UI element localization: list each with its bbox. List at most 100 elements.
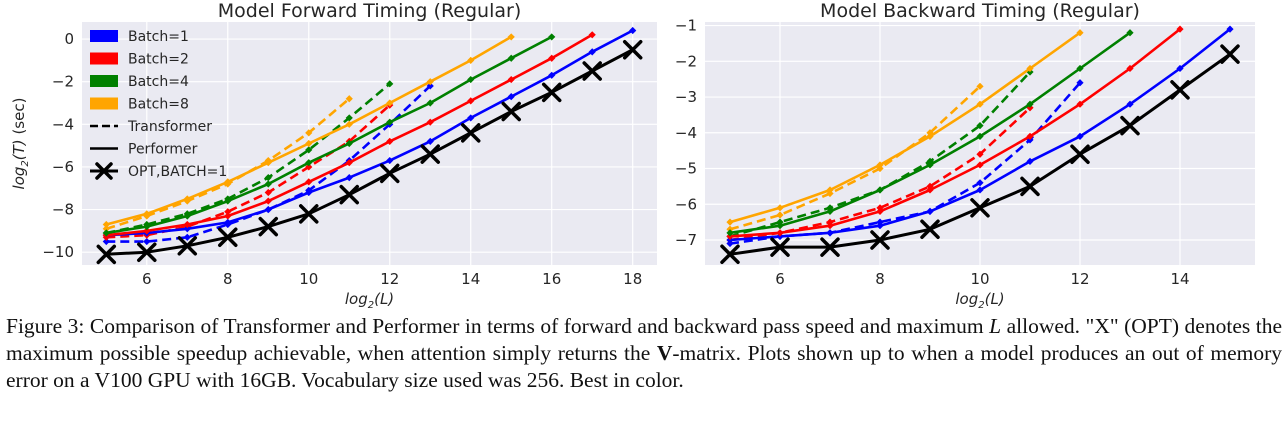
data-point-marker [876,222,884,230]
data-point-marker [305,146,313,154]
data-point-marker [305,178,313,186]
data-point-marker [426,118,434,126]
x-tick-label: 10 [970,270,989,288]
data-point-marker [507,75,515,84]
legend-label: Transformer [127,119,212,135]
data-point-marker [926,186,934,194]
data-point-marker [976,179,984,187]
legend-item: Transformer [90,119,212,135]
data-point-marker [264,174,272,182]
caption-text: Comparison of Transformer and Performer … [6,314,1282,392]
data-point-marker [224,178,232,186]
transformer-batch8-line [729,85,981,231]
data-point-marker [507,93,515,101]
opt-x-marker [1220,44,1240,64]
data-point-marker [1076,132,1084,140]
opt-x-marker [258,216,279,237]
data-point-marker [1026,157,1034,165]
x-tick-label: 6 [142,270,152,288]
y-tick-label: −6 [675,195,697,213]
caption-part: V [656,341,673,365]
data-point-marker [183,212,191,220]
data-point-marker [386,156,394,165]
y-tick-label: −2 [52,73,74,91]
legend-item: Batch=1 [90,29,189,45]
legend-swatch [90,97,118,110]
data-point-marker [305,159,313,167]
data-point-marker [776,211,784,219]
opt-x-marker [920,219,940,240]
legend-label: OPT,BATCH=1 [128,164,227,180]
legend-item: Batch=8 [90,97,189,113]
opt-line [106,48,634,256]
opt-x-marker [770,237,790,257]
data-point-marker [102,237,110,246]
data-point-marker [1076,29,1084,37]
data-point-marker [264,197,272,205]
figure-charts: 6 8 10 12 14 16 18 −10 −8 −6 −4 −2 0 Model Forward Ti… [10,0,1255,308]
data-point-marker [224,212,232,220]
performer-batch8-line [729,31,1081,224]
x-tick-label: 10 [299,270,318,288]
legend-item: Batch=4 [90,74,189,90]
opt-x-marker [420,144,440,164]
transformer-batch4-line [106,82,391,235]
data-point-marker [876,207,884,215]
y-tick-label: −5 [675,160,697,178]
x-tick-label: 12 [1070,270,1089,288]
data-point-marker [726,218,734,226]
data-point-marker [224,197,232,205]
data-point-marker [1176,25,1184,33]
caption-part: L [989,314,1002,338]
opt-x-marker [720,244,740,265]
y-tick-label: −7 [675,231,697,249]
x-tick-label: 18 [623,270,642,288]
y-tick-label: −6 [52,158,74,176]
figure-caption: Figure 3: Comparison of Transformer and … [6,313,1282,394]
data-point-marker [876,161,884,169]
caption-part: Comparison of Transformer and Performer … [84,314,990,338]
data-point-marker [826,222,834,230]
data-point-marker [102,229,110,237]
x-tick-label: 8 [875,270,885,288]
data-point-marker [1076,64,1084,73]
data-point-marker [588,48,596,56]
data-point-marker [1226,25,1234,33]
data-point-marker [224,208,232,216]
data-point-marker [507,33,515,41]
opt-x-marker [339,184,360,205]
x-tick-label: 12 [380,270,399,288]
legend-label: Batch=4 [128,74,189,90]
data-point-marker [548,71,556,79]
series-group [720,25,1240,265]
data-point-marker [345,159,353,167]
data-point-marker [976,122,984,130]
data-point-marker [776,222,784,230]
data-point-marker [426,99,434,107]
data-point-marker [345,114,353,122]
opt-x-marker [379,163,400,184]
legend-label: Batch=1 [128,29,189,45]
y-tick-label: −2 [675,52,697,70]
data-point-marker [345,139,353,148]
data-point-marker [548,54,556,62]
opt-x-marker [501,101,521,122]
data-point-marker [345,95,353,103]
data-point-marker [976,150,984,158]
y-tick-label: −4 [675,124,697,142]
opt-x-marker [460,123,481,143]
backward-timing-chart: 6 8 10 12 14 −7 −6 −5 −4 −3 −2 −1 Model Backward Tim… [675,0,1255,308]
opt-x-marker [582,61,602,81]
data-point-marker [264,205,272,214]
forward-timing-chart: 6 8 10 12 14 16 18 −10 −8 −6 −4 −2 0 Model Forward Ti… [10,0,657,308]
data-point-marker [426,137,434,145]
data-point-marker [1076,100,1084,108]
data-point-marker [976,186,984,194]
y-tick-label: −10 [42,243,74,261]
data-point-marker [1176,64,1184,73]
data-point-marker [224,218,232,226]
y-tick-label: −8 [52,201,74,219]
data-point-marker [1126,100,1134,108]
data-point-marker [264,159,272,167]
series-group [96,26,643,265]
